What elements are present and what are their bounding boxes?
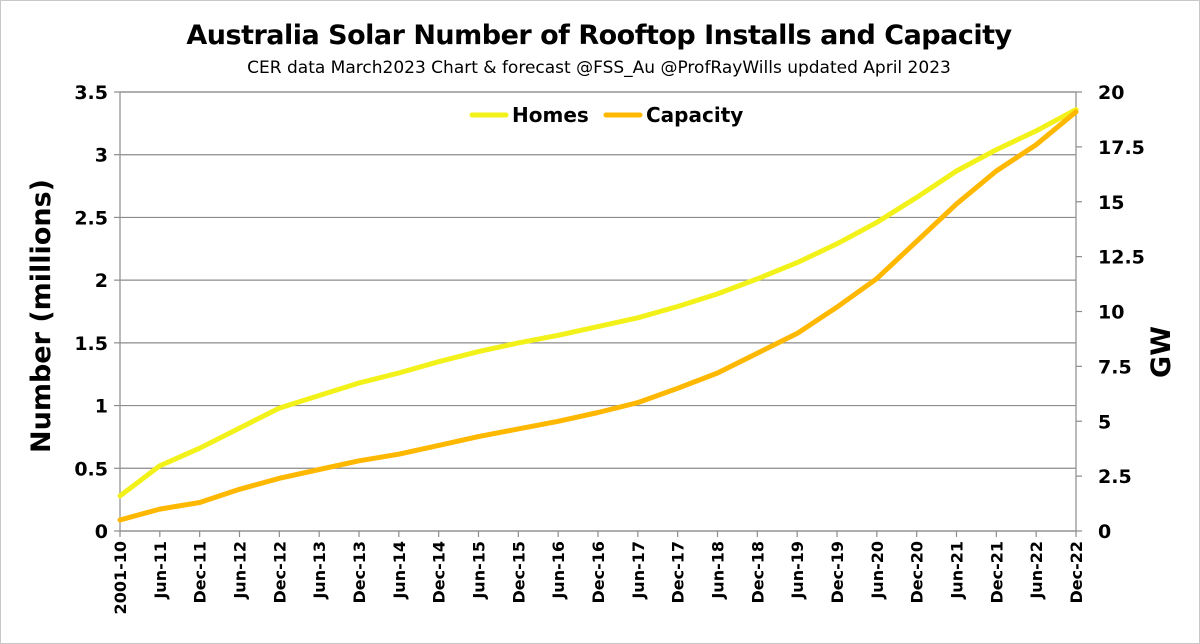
- x-tick-label: Jun-13: [310, 541, 329, 600]
- x-tick-label: Dec-16: [589, 541, 608, 604]
- y-left-tick-label: 3.5: [74, 82, 108, 104]
- y-right-tick-label: 7.5: [1098, 356, 1132, 378]
- y-left-tick-label: 3: [95, 145, 108, 167]
- x-tick-label: Dec-11: [191, 541, 210, 604]
- x-tick-label: Dec-14: [430, 541, 449, 604]
- y-axis-right-title: GW: [1146, 326, 1177, 378]
- x-tick-label: Dec-17: [669, 541, 688, 604]
- y-left-tick-label: 1: [95, 396, 108, 418]
- y-right-tick-label: 12.5: [1098, 247, 1145, 269]
- y-left-tick-label: 0: [95, 521, 108, 543]
- y-axis-right-ticks: 0 2.5 5 7.5 10 12.5 15 17.5 20: [1076, 82, 1145, 543]
- y-left-tick-label: 1.5: [74, 333, 108, 355]
- y-right-tick-label: 0: [1098, 521, 1111, 543]
- x-axis-ticks: 2001-10 Jun-11 Dec-11 Jun-12 Dec-12 Jun-13 Dec…: [111, 531, 1086, 614]
- gridlines: [119, 91, 1077, 532]
- x-tick-label: Dec-13: [350, 541, 369, 604]
- y-left-tick-label: 2.5: [74, 207, 108, 229]
- y-axis-left-title: Number (millions): [26, 179, 57, 453]
- x-tick-label: Jun-18: [709, 541, 728, 600]
- legend: Homes Capacity: [469, 103, 743, 127]
- x-tick-label: Dec-19: [828, 541, 847, 604]
- y-right-tick-label: 10: [1098, 302, 1124, 324]
- x-tick-label: Jun-21: [948, 541, 967, 600]
- x-tick-label: Jun-17: [629, 541, 648, 600]
- x-tick-label: Jun-15: [470, 541, 489, 600]
- x-tick-label: Jun-11: [151, 541, 170, 600]
- y-right-tick-label: 17.5: [1098, 137, 1145, 159]
- legend-label-homes: Homes: [512, 103, 589, 127]
- y-right-tick-label: 15: [1098, 192, 1124, 214]
- x-tick-label: Dec-22: [1067, 541, 1086, 604]
- x-tick-label: Dec-12: [270, 541, 289, 604]
- x-tick-label: Dec-18: [748, 541, 767, 604]
- y-left-tick-label: 0.5: [74, 458, 108, 480]
- x-tick-label: Jun-22: [1027, 541, 1046, 600]
- x-tick-label: Dec-20: [908, 541, 927, 604]
- y-right-tick-label: 5: [1098, 411, 1111, 433]
- x-tick-label: Jun-14: [390, 541, 409, 600]
- x-tick-label: Jun-19: [788, 541, 807, 600]
- y-left-tick-label: 2: [95, 270, 108, 292]
- chart-title: Australia Solar Number of Rooftop Instal…: [186, 20, 1012, 51]
- series-line-homes: [117, 107, 1079, 499]
- y-right-tick-label: 20: [1098, 82, 1124, 104]
- x-tick-label: Dec-21: [987, 541, 1006, 604]
- x-tick-label: 2001-10: [111, 541, 130, 614]
- x-tick-label: Jun-16: [549, 541, 568, 600]
- legend-label-capacity: Capacity: [646, 103, 743, 127]
- x-tick-label: Jun-20: [868, 541, 887, 600]
- series-line-capacity: [117, 109, 1079, 523]
- series-lines: [117, 107, 1079, 523]
- x-tick-label: Jun-12: [231, 541, 250, 600]
- y-axis-left-ticks: 0 0.5 1 1.5 2 2.5 3 3.5: [74, 82, 120, 543]
- chart-subtitle: CER data March2023 Chart & forecast @FSS…: [247, 58, 951, 78]
- x-tick-label: Dec-15: [509, 541, 528, 604]
- y-right-tick-label: 2.5: [1098, 466, 1132, 488]
- plot-area-border: [119, 91, 1077, 532]
